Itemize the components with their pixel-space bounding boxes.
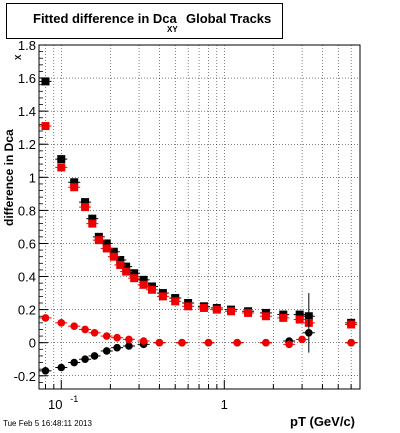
data-point <box>122 262 131 271</box>
data-point <box>125 335 133 344</box>
data-point <box>347 338 355 347</box>
data-point <box>204 338 213 347</box>
y-tick-label: 0.8 <box>18 203 36 218</box>
data-point <box>81 325 89 334</box>
data-point <box>139 280 148 289</box>
y-tick-label: 0.2 <box>18 303 36 318</box>
data-point <box>158 292 167 301</box>
data-point <box>70 178 79 187</box>
data-point <box>130 274 139 283</box>
data-point <box>70 358 78 367</box>
x-axis-label: pT (GeV/c) <box>290 414 356 429</box>
title-main: Fitted difference in Dca <box>33 11 177 26</box>
series-3 <box>39 314 358 349</box>
data-point <box>57 363 66 372</box>
data-point <box>94 236 103 245</box>
series-1 <box>39 122 358 329</box>
data-point <box>41 77 50 86</box>
data-point <box>41 314 50 322</box>
series-0 <box>39 77 358 327</box>
title-subscript: XY <box>167 25 178 34</box>
data-point <box>184 302 193 311</box>
title-tail: Global Tracks <box>186 11 272 26</box>
data-point <box>285 340 293 349</box>
plot-frame <box>38 44 361 390</box>
data-point <box>244 308 253 317</box>
y-tick-label: 1.4 <box>18 104 36 119</box>
y-tick-label: 0.4 <box>18 270 36 285</box>
data-point <box>139 275 148 284</box>
data-point <box>125 342 133 350</box>
title-box: Fitted difference in Dca XY Global Track… <box>6 3 283 39</box>
data-point <box>298 335 306 344</box>
data-point <box>57 319 66 327</box>
data-point <box>90 352 99 360</box>
data-point <box>227 307 236 316</box>
y-axis-label: difference in Dca <box>2 129 16 226</box>
grid-lines <box>39 44 360 389</box>
data-point <box>102 244 111 253</box>
data-point <box>81 203 90 212</box>
y-tick-label: -0.2 <box>14 369 36 384</box>
data-point <box>130 269 139 278</box>
data-point <box>212 305 221 314</box>
x-tick-label: 1 <box>221 397 228 412</box>
data-point <box>41 122 50 131</box>
data-point <box>41 367 50 375</box>
data-point <box>102 239 111 248</box>
data-point <box>116 260 125 269</box>
data-point <box>81 198 90 207</box>
data-point <box>70 322 78 330</box>
x-tick-label: 10 <box>48 397 62 412</box>
data-point <box>295 310 304 319</box>
data-point <box>88 219 97 228</box>
data-point <box>295 315 304 324</box>
data-point <box>261 312 270 321</box>
series-2 <box>39 328 358 375</box>
data-point <box>57 163 66 172</box>
timestamp: Tue Feb 5 16:48:11 2013 <box>3 419 92 428</box>
data-point <box>233 338 241 347</box>
y-tick-label: 1.6 <box>18 71 36 86</box>
data-point <box>57 155 66 164</box>
data-point <box>88 214 97 223</box>
data-point <box>279 313 288 322</box>
data-point <box>90 328 99 337</box>
y-tick-label: 1 <box>29 170 36 185</box>
data-point <box>109 252 118 261</box>
axis-ticks: -0.2 0 0.2 0.4 0.6 0.8 1 1.2 1.4 1.6 1.8 10 -1 1 <box>14 38 352 412</box>
data-point <box>102 347 111 355</box>
data-point <box>116 256 125 264</box>
data-point <box>347 320 356 329</box>
y-tick-label: 1.2 <box>18 137 36 152</box>
data-point <box>147 285 156 294</box>
y-tick-label: 1.8 <box>18 38 36 53</box>
data-point <box>70 183 79 192</box>
data-marks <box>39 77 358 375</box>
y-tick-label: 0.6 <box>18 236 36 251</box>
data-point <box>113 343 121 352</box>
data-point <box>113 333 121 342</box>
data-point <box>81 355 89 364</box>
y-tick-label: 0 <box>29 336 36 351</box>
data-point <box>178 338 186 347</box>
data-point <box>155 338 164 347</box>
data-point <box>122 267 131 276</box>
data-point <box>171 297 180 306</box>
data-point <box>102 332 111 340</box>
data-point <box>109 247 118 256</box>
x-tick-label-exponent: -1 <box>70 394 78 404</box>
y-axis-label-subscript: X <box>14 54 23 60</box>
data-point <box>139 337 148 345</box>
data-point <box>262 338 270 347</box>
data-point <box>199 303 208 312</box>
